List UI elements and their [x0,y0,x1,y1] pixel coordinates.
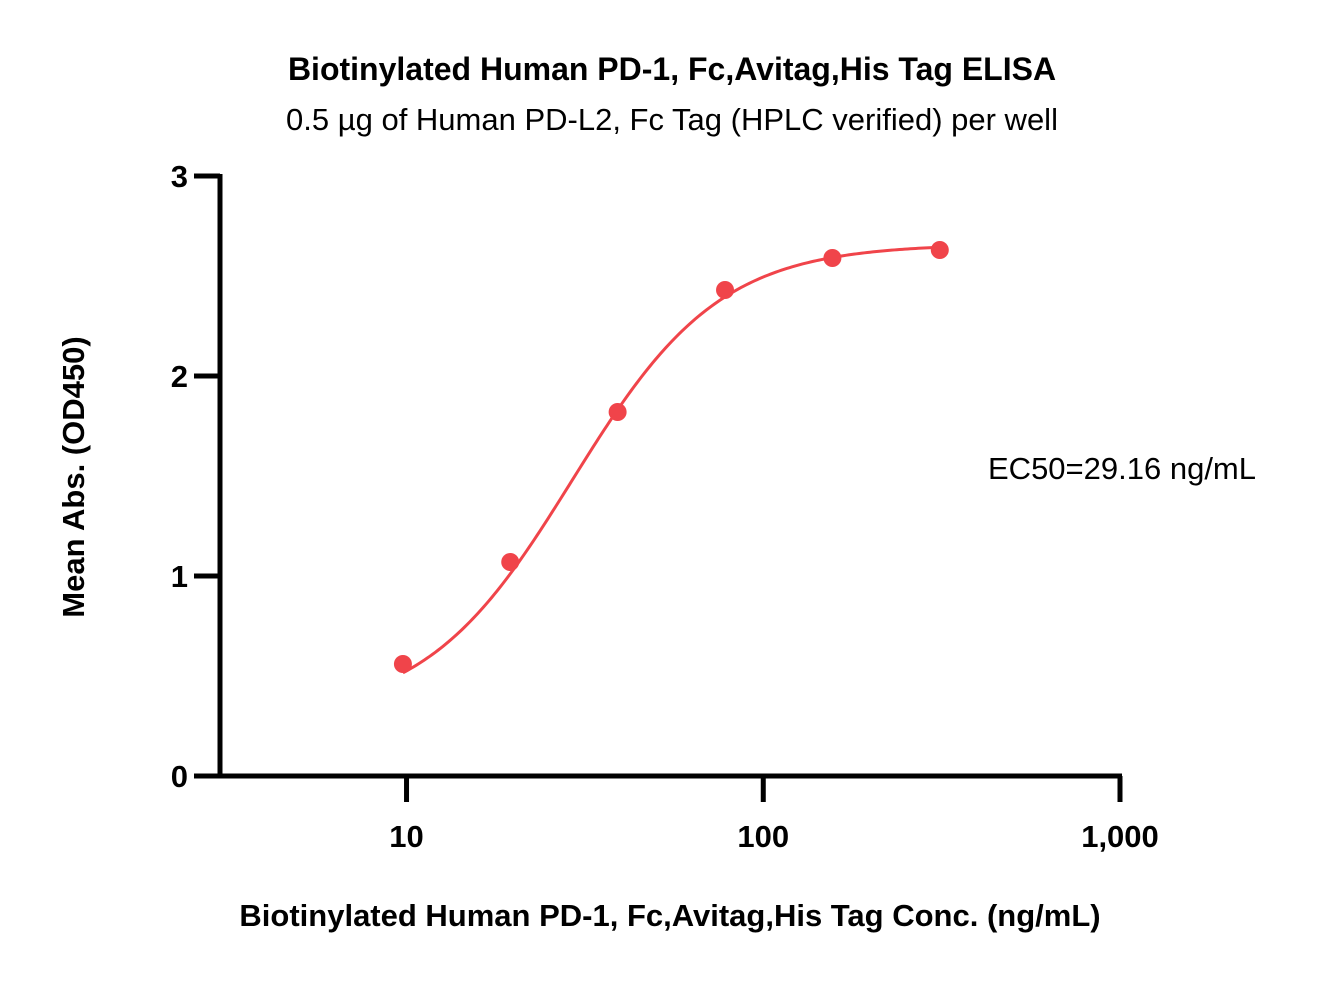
axis-ticks: 0 1 2 3 10 100 1,000 [171,159,1159,854]
axes [217,174,1122,779]
x-tick-label: 10 [389,819,423,854]
fit-curve [402,245,940,675]
data-point [930,241,949,259]
x-axis-label: Biotinylated Human PD-1, Fc,Avitag,His T… [239,898,1100,933]
y-tick-label: 2 [171,359,188,394]
data-point [608,403,627,421]
chart-subtitle: 0.5 µg of Human PD-L2, Fc Tag (HPLC veri… [286,102,1058,137]
data-point [501,553,520,571]
ec50-annotation: EC50=29.16 ng/mL [988,451,1256,486]
chart-title: Biotinylated Human PD-1, Fc,Avitag,His T… [288,51,1056,87]
x-tick-label: 1,000 [1081,819,1159,854]
y-tick-label: 1 [171,559,188,594]
y-axis-label: Mean Abs. (OD450) [56,336,91,617]
fit-curve-layer [402,245,940,675]
data-point [393,655,412,673]
y-tick-label: 0 [171,759,188,794]
data-point [716,281,735,299]
y-tick-label: 3 [171,159,188,194]
x-tick-label: 100 [737,819,789,854]
data-points [393,241,949,673]
data-point [823,249,842,267]
